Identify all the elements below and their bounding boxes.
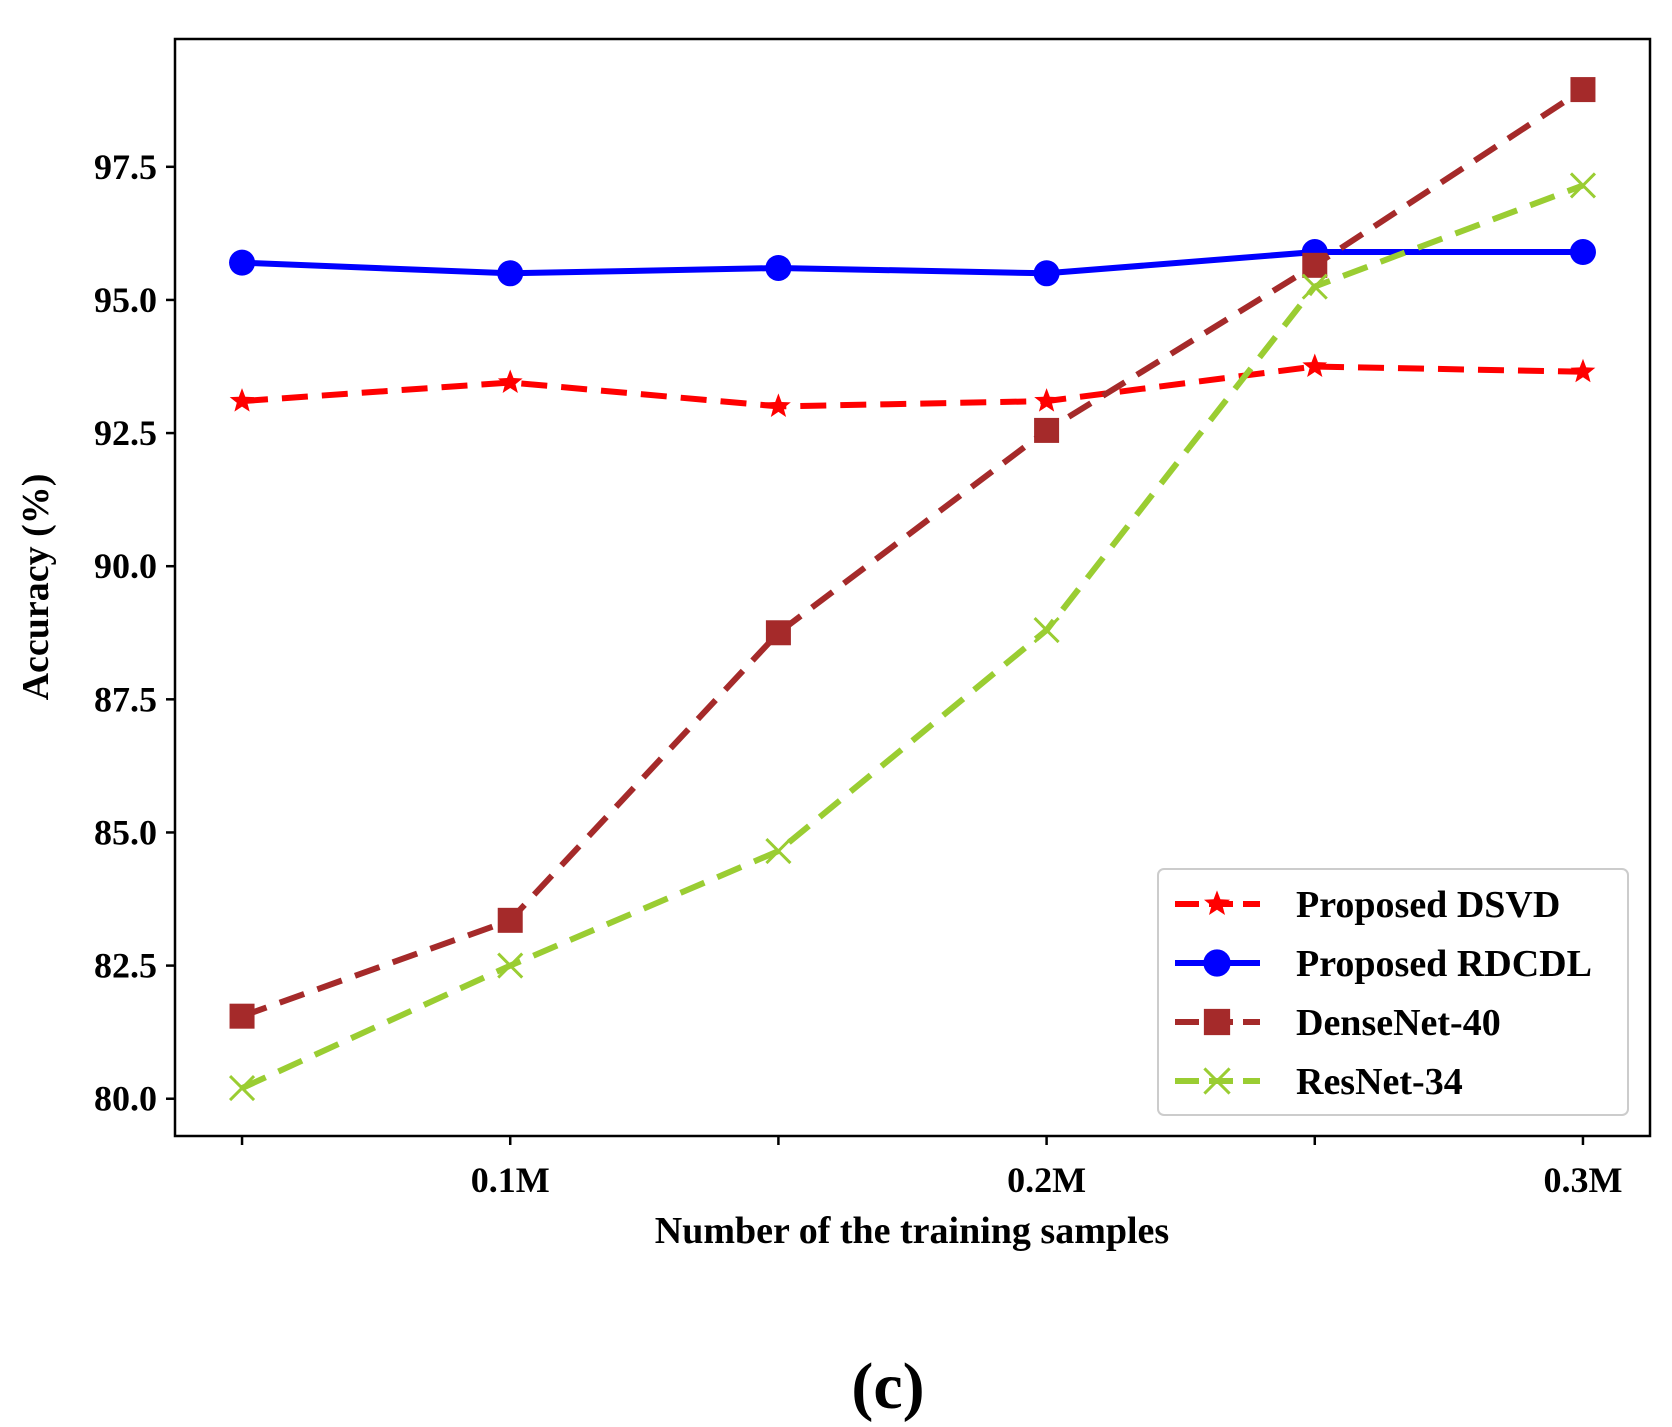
legend-entry-densenet-40: DenseNet-40 (1175, 1002, 1501, 1044)
legend-box (1157, 868, 1629, 1116)
data-point-resnet-34 (228, 1075, 256, 1102)
data-point-resnet-34 (765, 838, 792, 865)
data-point-resnet-34 (497, 952, 524, 979)
series-proposed-rdcdl (229, 239, 1596, 287)
data-point-proposed-dsvd (766, 393, 791, 417)
data-point-proposed-dsvd (1034, 388, 1059, 412)
series-layer (228, 77, 1597, 1102)
legend-label-proposed-rdcdl: Proposed RDCDL (1296, 943, 1592, 985)
panel-label: (c) (851, 1350, 924, 1423)
y-tick-label: 87.5 (94, 679, 157, 719)
legend-entry-proposed-dsvd: Proposed DSVD (1175, 884, 1560, 926)
y-tick-label: 80.0 (94, 1079, 157, 1119)
legend-marker-proposed-rdcdl (1203, 949, 1231, 977)
legend-label-resnet-34: ResNet-34 (1296, 1061, 1463, 1103)
data-point-resnet-34 (1569, 172, 1597, 199)
data-point-densenet-40 (1034, 417, 1060, 443)
data-point-proposed-rdcdl (1569, 239, 1596, 266)
legend-marker-proposed-dsvd (1204, 890, 1230, 915)
y-tick-label: 97.5 (94, 147, 157, 187)
data-point-densenet-40 (765, 620, 791, 646)
legend-marker-densenet-40 (1203, 1008, 1231, 1036)
data-point-densenet-40 (229, 1003, 255, 1029)
y-tick-label: 90.0 (94, 546, 157, 586)
y-axis: 80.0 82.5 85.0 87.5 90.0 92.5 95.0 97.5 (94, 147, 175, 1119)
x-tick-label: 0.2M (1007, 1160, 1086, 1200)
series-line-proposed-dsvd (241, 363, 1584, 410)
data-point-densenet-40 (1302, 252, 1328, 278)
data-point-proposed-dsvd (1302, 353, 1328, 377)
legend: Proposed DSVD Proposed RDCDL DenseNet-40 Re… (1157, 868, 1629, 1116)
data-point-proposed-rdcdl (229, 249, 256, 276)
data-point-densenet-40 (1570, 77, 1596, 103)
x-axis-label: Number of the training samples (655, 1210, 1169, 1252)
legend-label-proposed-dsvd: Proposed DSVD (1296, 884, 1560, 926)
data-point-proposed-rdcdl (497, 260, 524, 287)
y-tick-label: 92.5 (94, 413, 157, 453)
legend-label-densenet-40: DenseNet-40 (1296, 1002, 1501, 1044)
series-line-resnet-34 (240, 182, 1585, 1091)
series-densenet-40 (229, 77, 1596, 1029)
series-resnet-34 (228, 172, 1597, 1102)
x-axis: 0.1M 0.2M 0.3M (240, 1136, 1622, 1200)
x-tick-label: 0.1M (471, 1160, 550, 1200)
data-point-densenet-40 (497, 907, 523, 933)
legend-marker-resnet-34 (1203, 1067, 1231, 1095)
y-tick-label: 85.0 (94, 812, 157, 852)
data-point-proposed-dsvd (1570, 358, 1596, 383)
series-line-densenet-40 (240, 87, 1585, 1020)
data-point-resnet-34 (1033, 617, 1060, 644)
series-proposed-dsvd (229, 353, 1596, 417)
plot-frame (173, 37, 1652, 1138)
x-tick-label: 0.3M (1543, 1160, 1622, 1200)
y-tick-label: 82.5 (94, 946, 157, 986)
data-point-proposed-dsvd (229, 388, 255, 412)
legend-entry-resnet-34: ResNet-34 (1175, 1061, 1463, 1103)
series-line-proposed-rdcdl (241, 249, 1583, 277)
data-point-resnet-34 (1301, 273, 1328, 300)
legend-entry-proposed-rdcdl: Proposed RDCDL (1175, 943, 1592, 985)
y-axis-label: Accuracy (%) (15, 474, 57, 701)
data-point-proposed-rdcdl (765, 254, 792, 281)
data-point-proposed-dsvd (497, 369, 523, 393)
y-tick-label: 95.0 (94, 280, 157, 320)
data-point-proposed-rdcdl (1033, 260, 1060, 287)
